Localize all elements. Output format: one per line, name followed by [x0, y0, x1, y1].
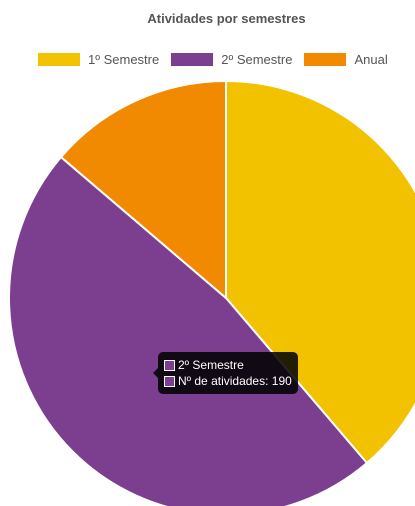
- pie-slice-2-semestre[interactable]: [8, 155, 369, 506]
- tooltip: 2º Semestre Nº de atividades: 190: [153, 352, 298, 394]
- legend-item-anual[interactable]: Anual: [304, 52, 388, 67]
- tooltip-value-row: Nº de atividades: 190: [164, 373, 292, 389]
- tooltip-color-box: [164, 375, 175, 387]
- tooltip-title-row: 2º Semestre: [164, 357, 292, 373]
- tooltip-value: Nº de atividades: 190: [178, 374, 292, 388]
- tooltip-color-box: [164, 359, 175, 371]
- legend-swatch-anual: [304, 53, 347, 66]
- legend: 1º Semestre 2º Semestre Anual: [38, 52, 400, 67]
- tooltip-title: 2º Semestre: [178, 358, 244, 372]
- legend-label-anual: Anual: [354, 52, 388, 67]
- legend-swatch-1-semestre: [38, 53, 80, 66]
- chart-title: Atividades por semestres: [147, 11, 306, 26]
- pie-slice-anual[interactable]: [59, 79, 227, 301]
- pie-slice-1-semestre[interactable]: [225, 79, 415, 465]
- legend-item-2-semestre[interactable]: 2º Semestre: [171, 52, 292, 67]
- legend-swatch-2-semestre: [171, 53, 214, 66]
- legend-label-1-semestre: 1º Semestre: [88, 52, 160, 67]
- legend-item-1-semestre[interactable]: 1º Semestre: [38, 52, 159, 67]
- legend-label-2-semestre: 2º Semestre: [221, 52, 293, 67]
